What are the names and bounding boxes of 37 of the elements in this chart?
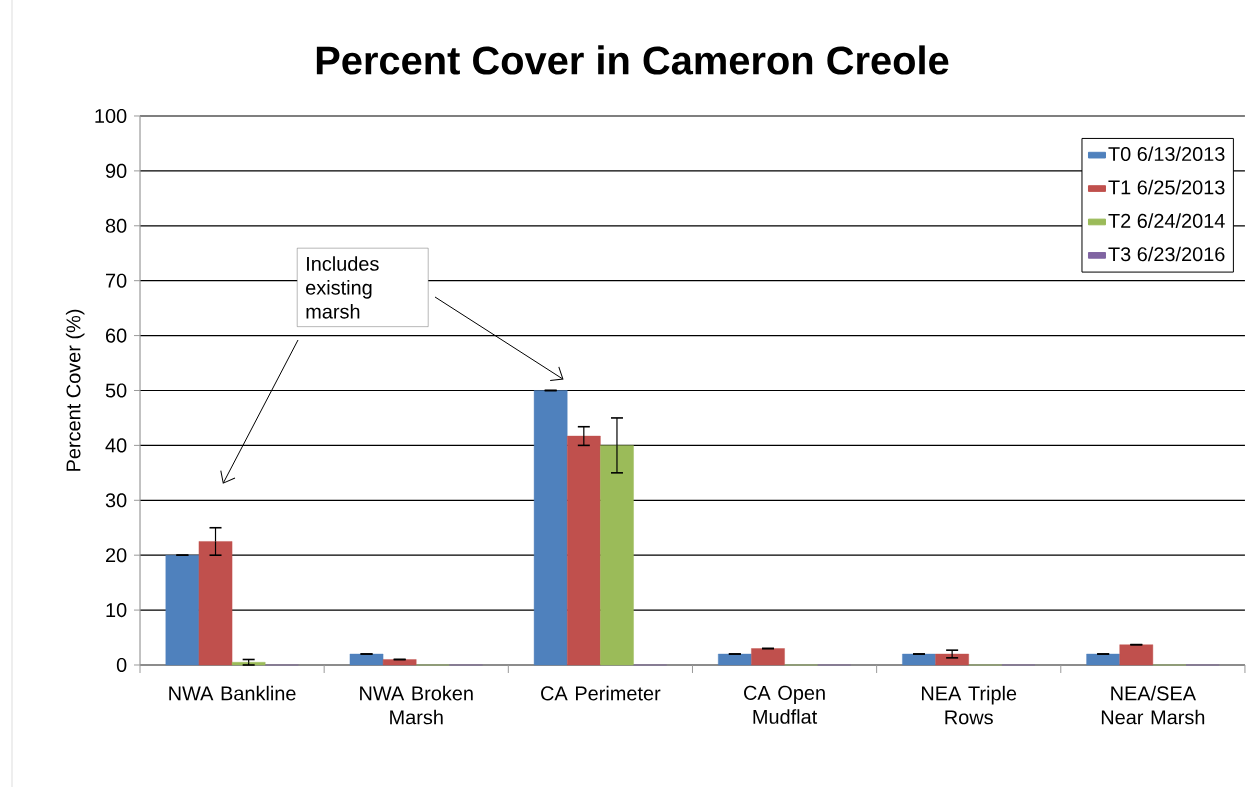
x-tick-label: NEA Triple Rows: [922, 685, 1017, 725]
bar: [567, 435, 601, 666]
x-tick-label: NWA Broken Marsh: [360, 685, 473, 725]
y-tick-label: 90: [105, 163, 127, 178]
bar: [1086, 653, 1120, 666]
bar: [902, 653, 936, 666]
bar: [1119, 644, 1154, 666]
y-tick-label: 20: [106, 548, 127, 563]
y-tick-label: 0: [116, 657, 127, 673]
y-axis-title: Percent Cover (%): [65, 309, 85, 471]
bar: [349, 653, 384, 666]
bar: [165, 554, 200, 666]
bar: [198, 541, 233, 666]
x-tick-label: CA Perimeter: [541, 685, 661, 701]
bar: [718, 653, 752, 666]
annotation: Includes existing marsh: [306, 256, 379, 319]
y-tick-label: 40: [105, 438, 127, 453]
legend-label: T2 6/24/2014: [1108, 213, 1225, 228]
bar: [382, 659, 417, 666]
legend-label: T0 6/13/2013: [1108, 146, 1225, 162]
y-tick-label: 80: [105, 218, 127, 233]
legend-label: T3 6/23/2016: [1108, 246, 1225, 262]
bar: [935, 653, 969, 666]
y-tick-label: 30: [105, 493, 127, 508]
bar: [751, 648, 785, 666]
chart-title: Percent Cover in Cameron Creole: [316, 45, 949, 75]
y-tick-label: 100: [95, 108, 127, 124]
y-tick-label: 60: [106, 328, 127, 343]
bar: [533, 390, 568, 666]
legend-label: T1 6/25/2013: [1108, 179, 1225, 195]
x-tick-label: NWA Bankline: [169, 685, 296, 701]
x-tick-label: CA Open Mudflat: [744, 685, 825, 724]
bar: [600, 445, 634, 666]
y-tick-label: 70: [106, 273, 127, 288]
y-tick-label: 10: [106, 603, 127, 618]
x-tick-label: NEA/SEA Near Marsh: [1101, 685, 1205, 725]
y-tick-label: 50: [105, 383, 127, 398]
